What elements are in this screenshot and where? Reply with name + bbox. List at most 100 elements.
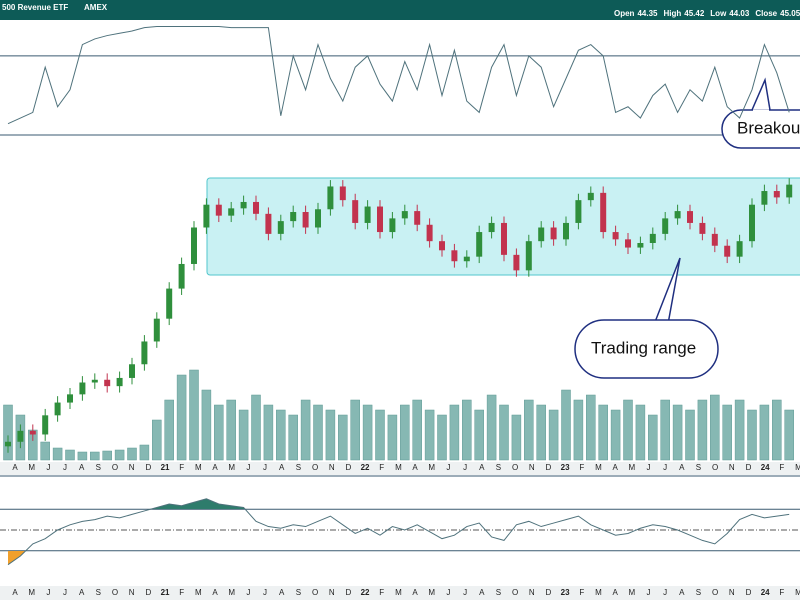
- x-tick-label: F: [379, 463, 384, 472]
- x-tick-label: J: [463, 588, 467, 597]
- x-tick-label: M: [795, 588, 800, 597]
- quote-label: Close: [755, 9, 777, 18]
- volume-bar: [139, 444, 150, 461]
- x-tick-label: F: [379, 588, 384, 597]
- volume-bar: [238, 409, 249, 461]
- x-tick-label: O: [112, 463, 118, 472]
- x-tick-label: S: [296, 588, 301, 597]
- x-tick-label: D: [346, 463, 352, 472]
- volume-bar: [672, 404, 683, 461]
- x-tick-label: F: [779, 588, 784, 597]
- x-tick-label: F: [179, 588, 184, 597]
- x-tick-label: J: [263, 588, 267, 597]
- candle-body: [600, 192, 607, 233]
- volume-bar: [685, 409, 695, 461]
- x-tick-label: M: [628, 463, 635, 472]
- candle-body: [401, 211, 408, 219]
- x-tick-label: F: [579, 463, 584, 472]
- volume-bar: [623, 399, 633, 461]
- candle-body: [525, 241, 532, 271]
- candle-body: [104, 379, 111, 387]
- x-tick-label: J: [63, 588, 67, 597]
- callout-tail: [654, 257, 681, 325]
- x-tick-label: A: [279, 463, 285, 472]
- x-tick-label: J: [263, 463, 267, 472]
- x-tick-label: 22: [361, 588, 370, 597]
- x-tick-label: N: [729, 588, 735, 597]
- x-tick-label: S: [696, 463, 701, 472]
- quote-value: 45.05: [780, 9, 800, 18]
- callout-box: [574, 319, 719, 379]
- x-tick-label: M: [628, 588, 635, 597]
- candle-body: [327, 186, 334, 210]
- volume-bar: [759, 404, 770, 461]
- candle-body: [563, 222, 569, 240]
- x-tick-label: A: [612, 588, 618, 597]
- volume-bar: [90, 451, 100, 461]
- quote-label: Open: [614, 9, 635, 18]
- x-tick-label: M: [428, 588, 435, 597]
- header-bar: [0, 0, 800, 20]
- callout-text: Breakout: [737, 118, 800, 137]
- x-tick-label: D: [546, 463, 552, 472]
- x-tick-label: O: [112, 588, 118, 597]
- volume-bar: [77, 451, 88, 461]
- volume-bar: [152, 419, 162, 461]
- volume-bar: [338, 414, 348, 461]
- candle-body: [501, 222, 507, 255]
- volume-bar: [598, 404, 608, 461]
- callout-text: Trading range: [591, 338, 696, 357]
- volume-bar: [462, 399, 472, 461]
- x-tick-label: J: [663, 463, 667, 472]
- candle-body: [488, 222, 495, 233]
- volume-bar: [610, 409, 621, 461]
- volume-bar: [214, 404, 224, 461]
- volume-bar: [784, 409, 794, 461]
- candle-body: [786, 184, 793, 198]
- candle-body: [724, 245, 731, 257]
- x-tick-label: M: [395, 463, 402, 472]
- candle-body: [749, 204, 755, 242]
- x-tick-label: J: [446, 588, 450, 597]
- x-tick-label: D: [746, 588, 752, 597]
- indicator: [0, 498, 800, 566]
- candle-body: [575, 200, 582, 223]
- candle-body: [67, 394, 73, 403]
- volume-bar: [548, 409, 559, 461]
- indicator-line: [7, 26, 790, 125]
- volume-bar: [362, 404, 373, 461]
- candle-body: [550, 227, 557, 240]
- x-tick-label: F: [579, 588, 584, 597]
- candle-body: [736, 241, 743, 257]
- volume-bar: [114, 449, 125, 461]
- candle-body: [662, 218, 669, 234]
- volume-bar: [52, 447, 63, 461]
- x-tick-label: M: [428, 463, 435, 472]
- volume-bar: [313, 404, 323, 461]
- candle-body: [439, 241, 445, 251]
- x-tick-label: M: [228, 463, 235, 472]
- volume-bar: [710, 394, 720, 461]
- candle-body: [389, 218, 396, 233]
- volume-bar: [747, 409, 757, 461]
- x-tick-label: S: [96, 588, 101, 597]
- x-tick-label: F: [779, 463, 784, 472]
- x-tick-label: D: [546, 588, 552, 597]
- x-tick-label: M: [395, 588, 402, 597]
- candle-body: [587, 192, 594, 201]
- fill-below: [8, 551, 26, 565]
- candle-body: [42, 415, 49, 435]
- x-tick-label: N: [729, 463, 735, 472]
- x-tick-label: A: [479, 463, 485, 472]
- candle-body: [649, 233, 656, 243]
- candle-body: [773, 191, 780, 198]
- volume-bar: [3, 404, 13, 461]
- x-tick-label: N: [129, 463, 135, 472]
- quote-value: 45.42: [684, 9, 705, 18]
- volume-bar: [437, 414, 447, 461]
- candle-body: [761, 191, 768, 205]
- volume-bar: [524, 399, 534, 461]
- candle-body: [277, 221, 284, 234]
- candle-body: [17, 430, 24, 442]
